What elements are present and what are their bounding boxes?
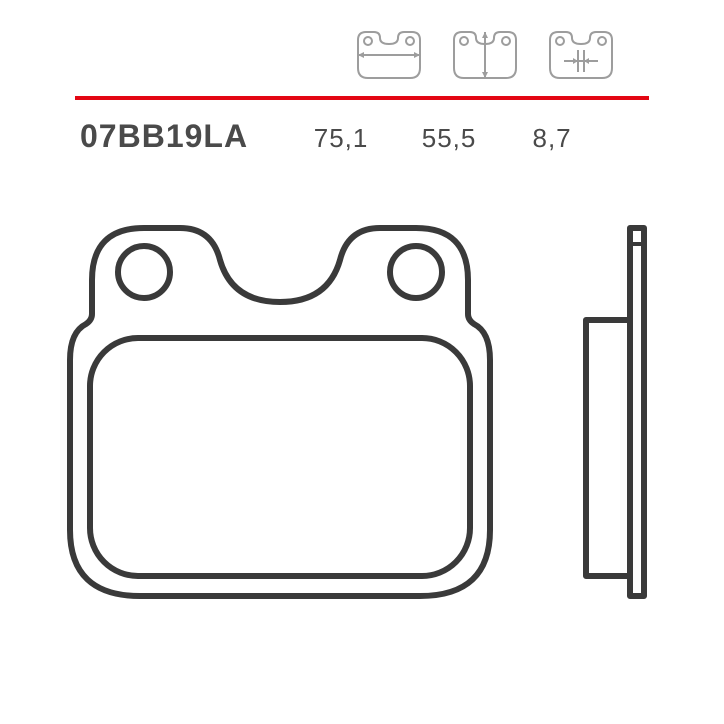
dim-thickness: 8,7: [522, 123, 582, 154]
dim-width: 75,1: [306, 123, 376, 154]
header-icon-row: [350, 28, 620, 82]
labels-row: 07BB19LA 75,1 55,5 8,7: [0, 118, 724, 155]
divider-line: [75, 96, 649, 100]
brake-pad-side-view: [574, 210, 654, 610]
figure-container: 07BB19LA 75,1 55,5 8,7: [0, 0, 724, 724]
technical-drawing: [60, 210, 664, 684]
brake-pad-front-view: [60, 210, 500, 610]
part-number: 07BB19LA: [80, 118, 248, 155]
dimensions-row: 75,1 55,5 8,7: [306, 123, 582, 154]
mini-pad-width-icon: [350, 28, 428, 82]
mini-pad-height-icon: [446, 28, 524, 82]
mini-pad-thickness-icon: [542, 28, 620, 82]
dim-height: 55,5: [414, 123, 484, 154]
